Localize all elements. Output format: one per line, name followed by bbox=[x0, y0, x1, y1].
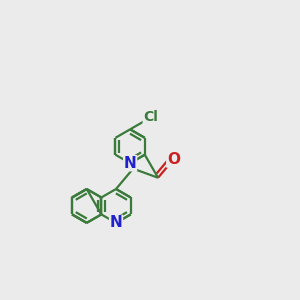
Text: N: N bbox=[110, 215, 122, 230]
Text: O: O bbox=[167, 152, 180, 167]
Text: N: N bbox=[124, 156, 136, 171]
Text: Cl: Cl bbox=[143, 110, 158, 124]
